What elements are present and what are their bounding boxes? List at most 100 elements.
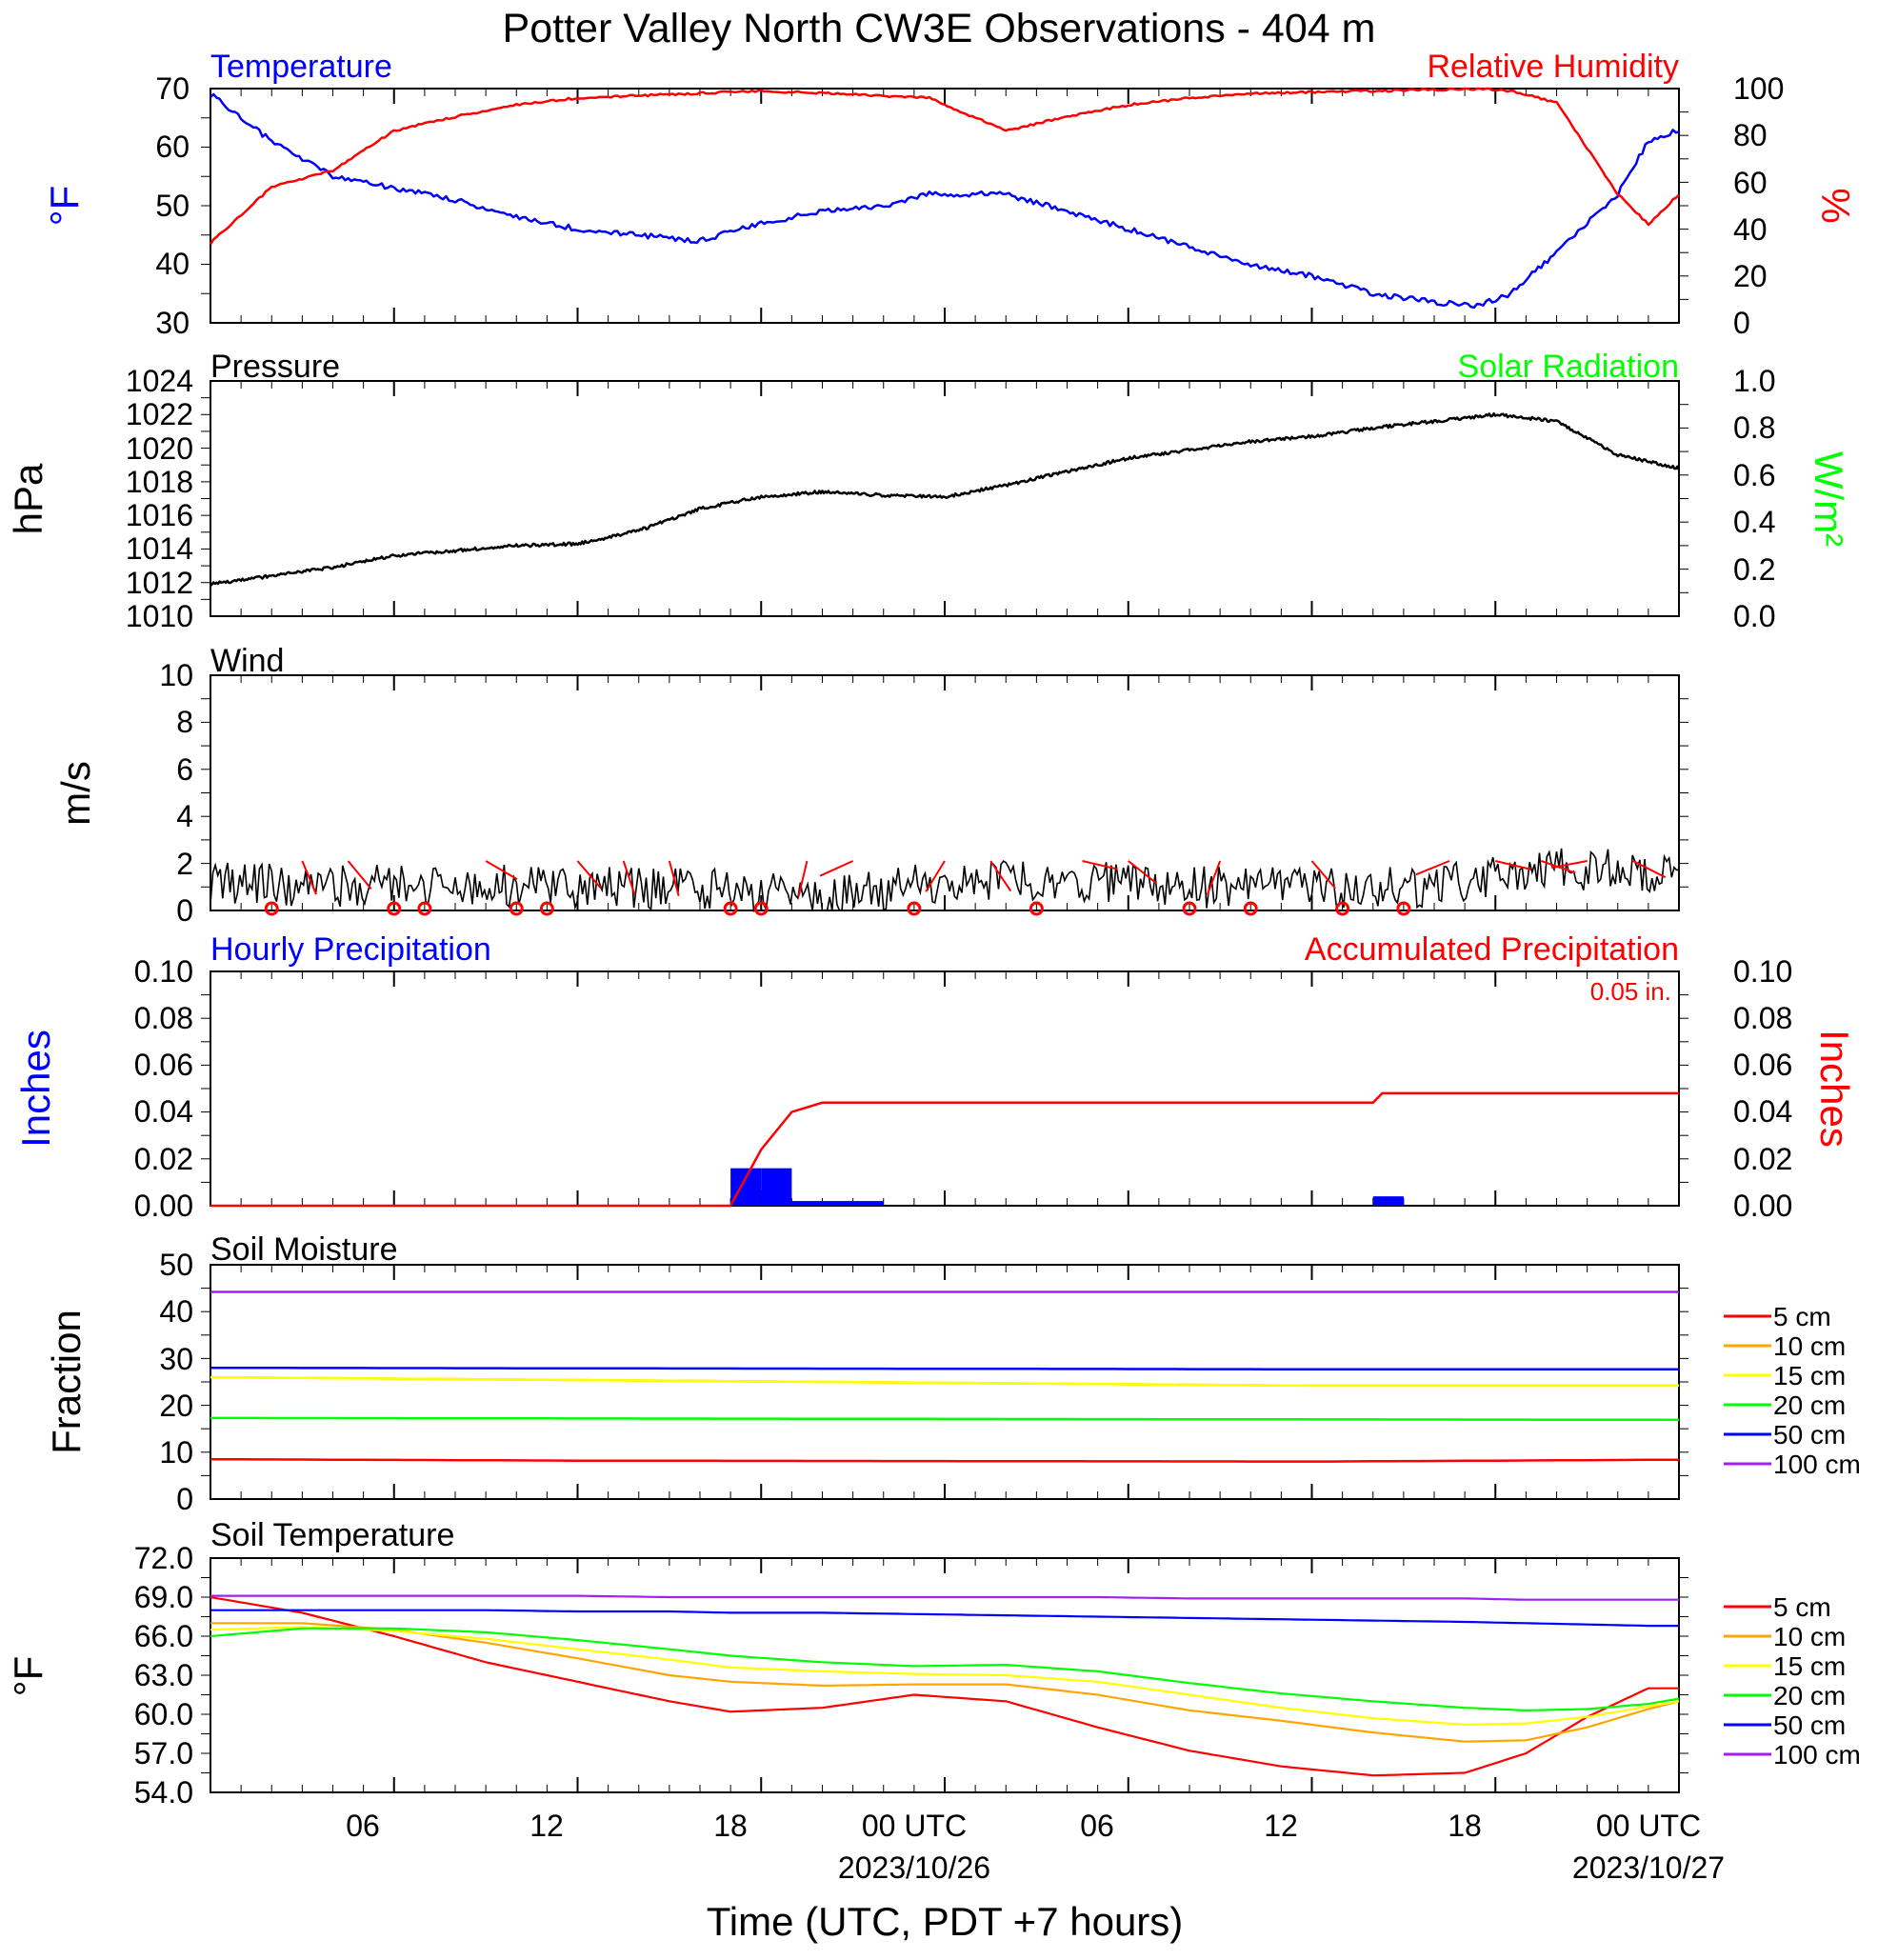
wind-yticks: 10 8 6 4 2 0 [159, 658, 193, 928]
x-axis-label: Time (UTC, PDT +7 hours) [707, 1899, 1184, 1944]
calm-wind-circle [509, 901, 524, 916]
legend-label: 20 cm [1773, 1681, 1846, 1710]
pressure-panel: Pressure Solar Radiation hPa W/m² 1024 1… [6, 349, 1851, 633]
solar-tick: 1.0 [1733, 364, 1775, 398]
wind-tick: 6 [176, 752, 193, 787]
temp-tick: 30 [155, 306, 190, 340]
wind-barb-staff [1128, 860, 1158, 885]
soilt-tick: 69.0 [134, 1580, 193, 1614]
soil-temperature-legend: 5 cm 10 cm 15 cm 20 cm 50 cm 100 cm [1724, 1592, 1861, 1770]
legend-label: 5 cm [1773, 1592, 1831, 1622]
pressure-tick: 1016 [126, 498, 193, 532]
x-tick-label: 06 [346, 1809, 380, 1843]
soil-temperature-title: Soil Temperature [210, 1517, 454, 1553]
soil-moisture-ylabel: Fraction [44, 1310, 89, 1454]
solar-yticks: 1.0 0.8 0.6 0.4 0.2 0.0 [1733, 364, 1775, 633]
hourly-precip-bar [730, 1168, 762, 1206]
wind-barb-staff [1415, 860, 1450, 876]
soilt-tick: 63.0 [134, 1658, 193, 1692]
x-tick-label: 18 [1448, 1809, 1482, 1843]
wind-barb-staff [819, 860, 854, 877]
humidity-line [209, 87, 1680, 246]
soil-moisture-line [210, 1457, 1680, 1463]
precip-total-label: 0.05 in. [1590, 977, 1671, 1006]
hourly-precip-ylabel: Inches [13, 1030, 58, 1148]
pressure-tick: 1018 [126, 465, 193, 499]
precip-series-layer [201, 971, 1688, 1208]
wind-speed-line [210, 848, 1679, 913]
accum-tick: 0.00 [1733, 1189, 1792, 1223]
x-tick-label: 00 UTC [862, 1809, 967, 1843]
temp-tick: 50 [155, 189, 190, 223]
wind-tick: 8 [176, 705, 193, 739]
soilt-tick: 54.0 [134, 1775, 193, 1810]
soil-temperature-ylabel: °F [6, 1656, 50, 1696]
wind-barb-staff [347, 860, 372, 890]
wind-barb-staff [989, 860, 1012, 892]
legend-label: 50 cm [1773, 1420, 1846, 1450]
calm-wind-circle [387, 901, 402, 916]
pressure-series-layer [201, 381, 1688, 616]
wind-series-layer [201, 675, 1688, 916]
rh-tick: 40 [1733, 212, 1768, 247]
solar-tick: 0.0 [1733, 599, 1775, 633]
wind-barb-staff [1310, 860, 1336, 890]
precip-tick: 0.08 [134, 1001, 193, 1035]
hourly-precip-bar [1372, 1196, 1404, 1206]
accum-tick: 0.02 [1733, 1142, 1792, 1176]
calm-wind-circle [1182, 901, 1197, 916]
x-tick-label: 06 [1080, 1809, 1114, 1843]
calm-wind-circle [264, 901, 279, 916]
calm-wind-circle [1029, 901, 1044, 916]
temperature-line [210, 92, 1680, 310]
legend-label: 50 cm [1773, 1710, 1846, 1740]
calm-wind-circle [539, 901, 554, 916]
hourly-precip-bar [791, 1201, 823, 1206]
calm-wind-circle [753, 901, 769, 916]
soil-temperature-yticks: 72.0 69.0 66.0 63.0 60.0 57.0 54.0 [134, 1541, 193, 1810]
temp-tick: 60 [155, 130, 190, 164]
x-tick-label: 12 [1264, 1809, 1298, 1843]
solar-tick: 0.4 [1733, 505, 1775, 539]
temperature-title: Temperature [210, 49, 392, 85]
rh-tick: 0 [1733, 306, 1750, 340]
legend-label: 10 cm [1773, 1622, 1846, 1651]
soilt-tick: 60.0 [134, 1697, 193, 1731]
temperature-ylabel: °F [42, 186, 87, 226]
rh-tick: 60 [1733, 166, 1768, 200]
temperature-panel: Temperature Relative Humidity °F % 70 60… [42, 49, 1858, 340]
soil-moisture-title: Soil Moisture [210, 1231, 398, 1268]
humidity-yticks: 100 80 60 40 20 0 [1733, 71, 1784, 340]
solar-tick: 0.8 [1733, 410, 1775, 445]
pressure-tick: 1012 [126, 566, 193, 600]
soil-temperature-line [210, 1594, 1679, 1601]
wind-barb-staff [1632, 860, 1667, 879]
accum-tick: 0.06 [1733, 1048, 1792, 1082]
soilm-tick: 30 [159, 1342, 193, 1376]
soil-moisture-line [210, 1416, 1680, 1422]
wind-barb-staff [1495, 860, 1531, 870]
legend-label: 15 cm [1773, 1651, 1846, 1681]
pressure-tick: 1014 [126, 531, 193, 566]
soilt-tick: 72.0 [134, 1541, 193, 1575]
wind-barb-staff [576, 860, 602, 890]
hourly-precip-bar [822, 1201, 853, 1206]
rh-tick: 80 [1733, 118, 1768, 152]
wind-barb-staff [485, 860, 518, 881]
soil-moisture-panel: Soil Moisture Fraction 50 40 30 20 10 0 … [44, 1231, 1861, 1516]
temperature-yticks: 70 60 50 40 30 [155, 71, 190, 340]
wind-barb-staff [1206, 860, 1222, 895]
wind-title: Wind [210, 643, 284, 679]
soil-temperature-line [210, 1627, 1680, 1711]
pressure-ylabel: hPa [6, 463, 50, 534]
x-tick-label: 12 [529, 1809, 564, 1843]
soilm-tick: 40 [159, 1294, 193, 1329]
wind-barb-staff [797, 860, 809, 897]
soil-moisture-series-layer [201, 1265, 1688, 1499]
accum-precip-title: Accumulated Precipitation [1305, 931, 1679, 968]
soil-moisture-legend: 5 cm 10 cm 15 cm 20 cm 50 cm 100 cm [1724, 1302, 1861, 1479]
soil-temperature-line [210, 1622, 1680, 1743]
temperature-plot-frame [210, 88, 1680, 324]
soilm-tick: 50 [159, 1248, 193, 1282]
solar-tick: 0.6 [1733, 458, 1775, 492]
